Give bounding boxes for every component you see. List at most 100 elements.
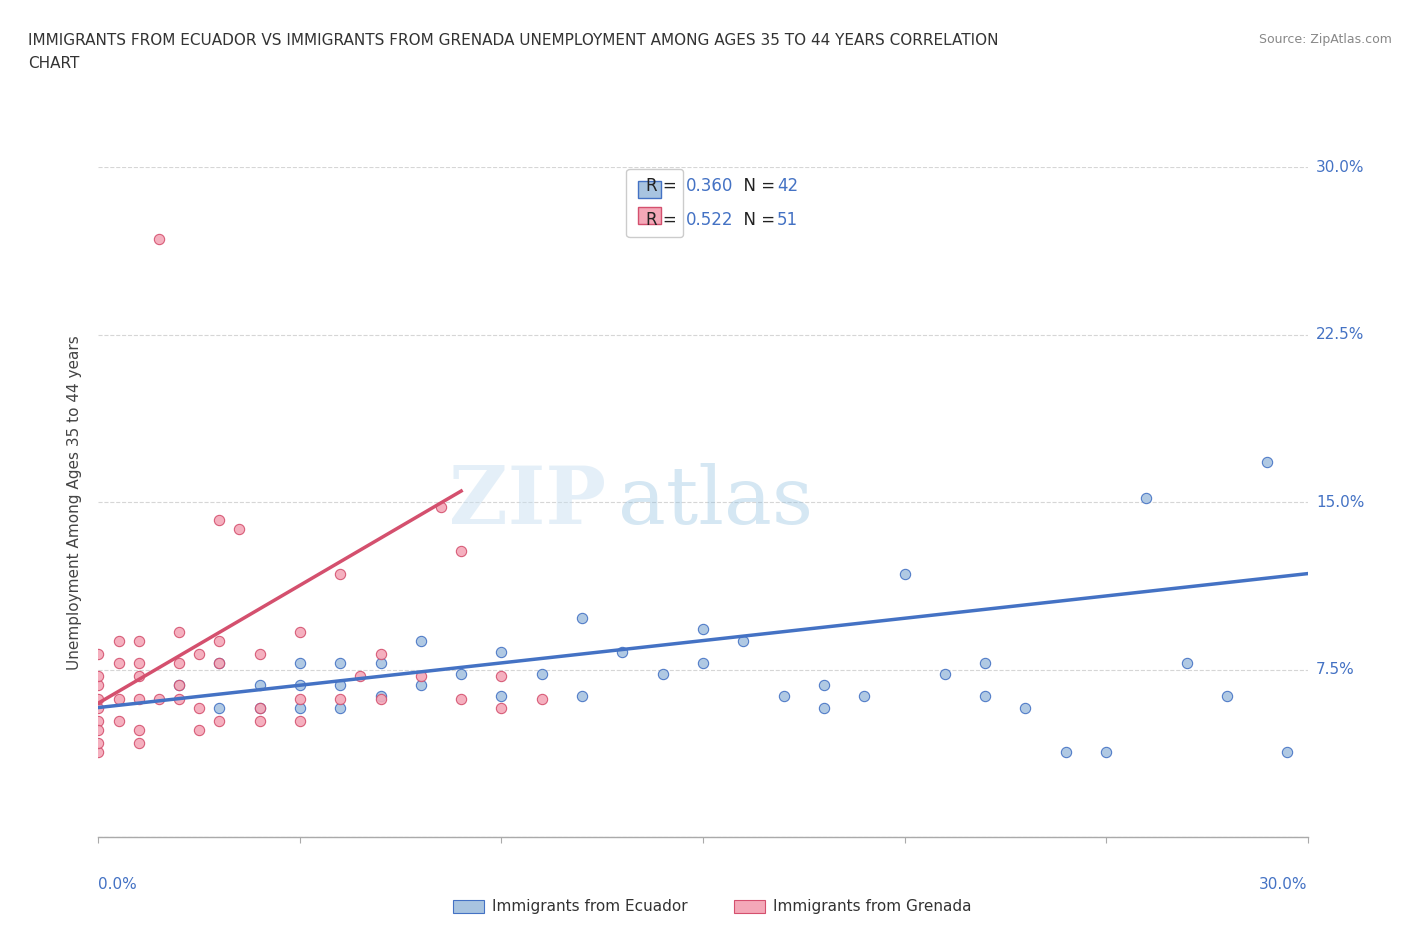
Text: 30.0%: 30.0% (1316, 160, 1364, 175)
Text: 15.0%: 15.0% (1316, 495, 1364, 510)
Point (208, 713, 231, 728)
Point (813, 678, 835, 693)
Y-axis label: Unemployment Among Ages 35 to 44 years: Unemployment Among Ages 35 to 44 years (67, 335, 83, 670)
Point (370, 689, 392, 704)
Point (87, 700, 110, 715)
Point (530, 667, 553, 682)
Point (329, 678, 352, 693)
Text: atlas: atlas (619, 463, 814, 541)
Point (87, 745, 110, 760)
Point (288, 624, 311, 639)
Point (370, 691, 392, 706)
Point (87, 723, 110, 737)
Point (974, 689, 997, 704)
Point (491, 644, 513, 659)
Point (288, 678, 311, 693)
Bar (734, 900, 765, 913)
Text: N =: N = (734, 178, 780, 195)
Point (288, 656, 311, 671)
Text: Source: ZipAtlas.com: Source: ZipAtlas.com (1258, 33, 1392, 46)
Point (167, 678, 190, 693)
Point (893, 566, 915, 581)
Point (772, 689, 794, 704)
Point (491, 700, 513, 715)
Point (450, 667, 472, 682)
Point (87, 713, 110, 728)
Point (430, 499, 453, 514)
Point (1095, 745, 1118, 760)
Text: R =: R = (647, 211, 682, 229)
Point (450, 544, 472, 559)
Point (128, 669, 150, 684)
Point (450, 691, 472, 706)
Point (1054, 745, 1077, 760)
Point (87, 736, 110, 751)
Point (329, 656, 352, 671)
Point (329, 700, 352, 715)
Point (107, 656, 129, 671)
Point (1135, 490, 1157, 505)
Point (167, 656, 190, 671)
Point (128, 691, 150, 706)
Point (1014, 700, 1036, 715)
Point (530, 691, 553, 706)
Point (370, 646, 392, 661)
Point (228, 522, 250, 537)
Point (148, 232, 170, 246)
Point (288, 691, 311, 706)
Point (128, 723, 150, 737)
Point (1256, 455, 1278, 470)
Point (571, 611, 593, 626)
Text: R =: R = (647, 178, 682, 195)
Text: 22.5%: 22.5% (1316, 327, 1364, 342)
Point (692, 656, 714, 671)
Text: CHART: CHART (28, 56, 80, 71)
Point (208, 656, 231, 671)
Bar (453, 900, 484, 913)
Point (491, 669, 513, 684)
Point (612, 644, 634, 659)
Point (571, 689, 593, 704)
Text: 30.0%: 30.0% (1260, 877, 1308, 892)
Point (329, 566, 352, 581)
Point (188, 723, 211, 737)
Point (651, 667, 673, 682)
Point (107, 691, 129, 706)
Point (1175, 656, 1198, 671)
Point (409, 669, 432, 684)
Point (107, 633, 129, 648)
Point (107, 713, 129, 728)
Point (208, 633, 231, 648)
Text: Immigrants from Ecuador: Immigrants from Ecuador (492, 899, 688, 914)
Point (249, 678, 271, 693)
Point (349, 669, 371, 684)
Point (1277, 745, 1299, 760)
Point (167, 691, 190, 706)
Point (409, 633, 432, 648)
Point (934, 667, 956, 682)
Text: IMMIGRANTS FROM ECUADOR VS IMMIGRANTS FROM GRENADA UNEMPLOYMENT AMONG AGES 35 TO: IMMIGRANTS FROM ECUADOR VS IMMIGRANTS FR… (28, 33, 998, 47)
Point (288, 700, 311, 715)
Point (208, 656, 231, 671)
Text: Immigrants from Grenada: Immigrants from Grenada (773, 899, 972, 914)
Text: 0.360: 0.360 (686, 178, 733, 195)
Point (87, 646, 110, 661)
Point (188, 646, 211, 661)
Point (813, 700, 835, 715)
Point (249, 700, 271, 715)
Point (249, 700, 271, 715)
Point (188, 700, 211, 715)
Point (249, 713, 271, 728)
Point (87, 678, 110, 693)
Text: 51: 51 (778, 211, 799, 229)
Legend: , : , (626, 169, 683, 237)
Text: 42: 42 (778, 178, 799, 195)
Text: 7.5%: 7.5% (1316, 662, 1354, 677)
Point (167, 678, 190, 693)
Point (288, 713, 311, 728)
Point (329, 691, 352, 706)
Text: ZIP: ZIP (450, 463, 606, 541)
Point (249, 646, 271, 661)
Point (208, 512, 231, 527)
Point (87, 691, 110, 706)
